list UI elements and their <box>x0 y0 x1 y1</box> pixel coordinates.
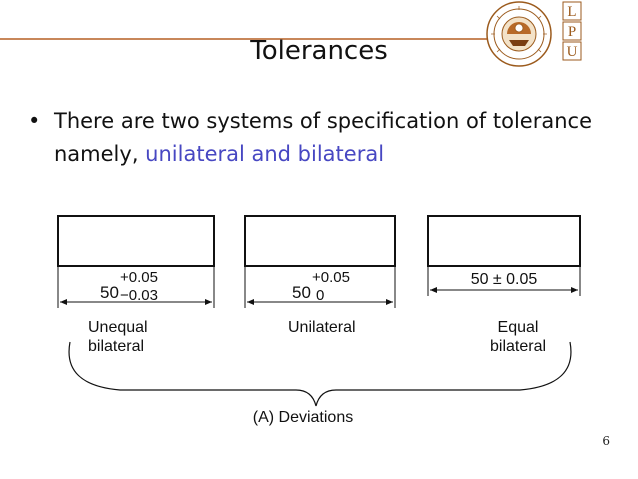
slide-title: Tolerances <box>250 36 388 66</box>
seal-icon <box>486 1 552 67</box>
page-number: 6 <box>602 434 610 448</box>
tolerance-deviation-diagram: 50 +0.05 −0.03 50 +0.05 0 50 ± 0.05 Uneq… <box>57 215 581 426</box>
part-rect-2 <box>244 215 396 267</box>
part-rect-3 <box>427 215 581 267</box>
dim-combined-3: 50 ± 0.05 <box>471 271 538 288</box>
logo-letter-l: L <box>567 4 576 20</box>
dim-base-1: 50 <box>100 283 119 302</box>
panel-label-1b: bilateral <box>88 338 144 355</box>
logo-letter-u: U <box>567 44 578 60</box>
lpu-letters: L P U <box>562 1 582 61</box>
university-logo: L P U <box>483 0 638 72</box>
logo-letter-p: P <box>568 24 576 40</box>
panel-label-1a: Unequal <box>88 319 148 336</box>
dim-base-2: 50 <box>292 283 311 302</box>
panel-label-3b: bilateral <box>490 338 546 355</box>
bullet-text: There are two systems of specification o… <box>54 105 614 171</box>
header-accent-line <box>0 38 500 40</box>
dim-lower-2: 0 <box>316 287 324 304</box>
dim-upper-1: +0.05 <box>120 269 158 286</box>
panel-label-3a: Equal <box>498 319 539 336</box>
dim-lower-1: −0.03 <box>120 287 158 304</box>
grouping-brace <box>68 341 572 407</box>
diagram-caption: (A) Deviations <box>253 409 353 426</box>
bullet-highlight-text: unilateral and bilateral <box>145 142 385 166</box>
bullet-plain-text: There are two systems of specification o… <box>54 109 592 166</box>
dim-upper-2: +0.05 <box>312 269 350 286</box>
bullet-dot-icon: • <box>28 109 41 133</box>
part-rect-1 <box>57 215 215 267</box>
panel-label-2a: Unilateral <box>288 319 356 336</box>
